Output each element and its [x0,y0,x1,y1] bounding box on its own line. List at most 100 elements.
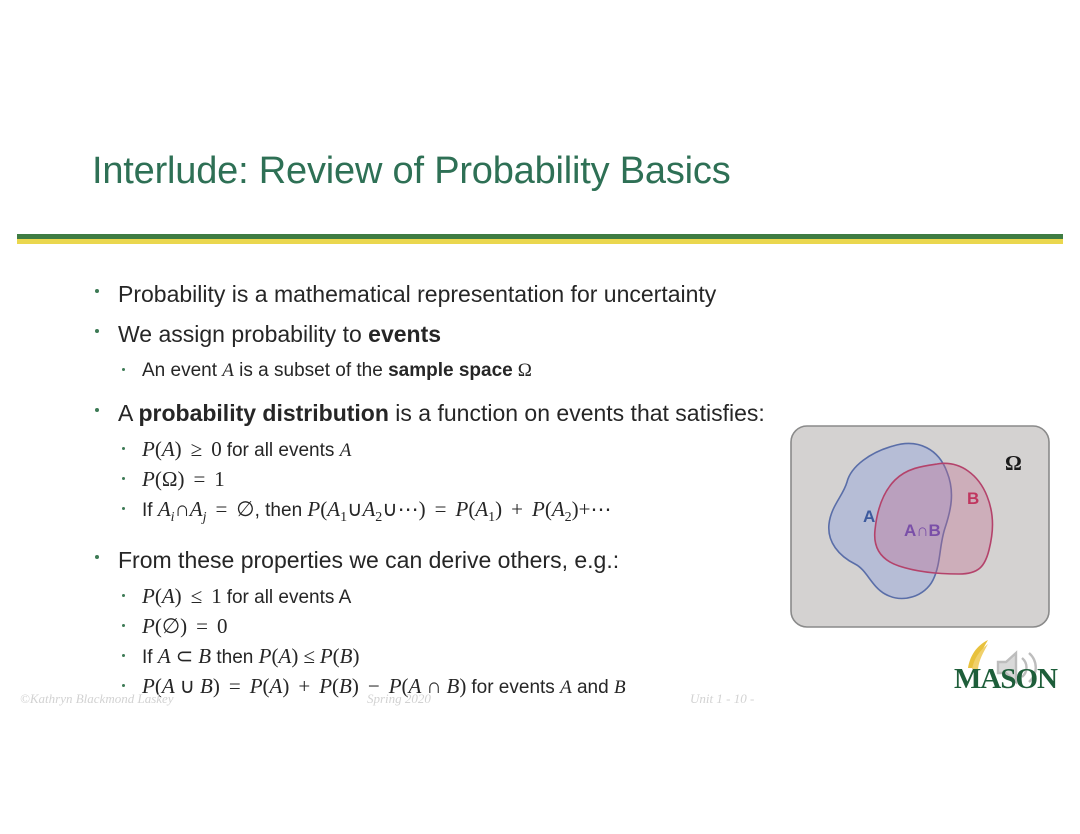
math-relation-eq-2: = [434,497,447,521]
math-paren-close: ) [174,583,182,608]
footer-unit: Unit 1 - 10 - [690,691,755,706]
math-cup: ∪ [179,673,196,698]
math-P-2: P [455,497,469,521]
bullet-3-emphasis: probability distribution [138,400,389,426]
derived-1-tail: for all events A [226,586,352,608]
math-paren-close: ) [174,437,182,461]
venn-label-b: B [967,489,979,508]
bullet-1-text: Probability is a mathematical representa… [118,281,717,307]
math-P: P [142,673,155,698]
mason-logo: MASON [950,638,1060,696]
math-number: 0 [211,437,222,461]
math-P: P [258,643,272,668]
math-var-B-2: B [339,673,352,698]
bullet-marker [122,368,125,371]
derived-4-and: and [571,676,614,698]
sub-emphasis: sample space [388,360,513,381]
bullet-item-2: We assign probability to events [0,316,1080,352]
math-paren-open: ( [154,673,162,698]
derived-4-formula: P(A ∪ B) = P(A) + P(B) − P(A ∩ B) for events A and … [120,672,626,702]
math-cup-2: ∪ [382,497,398,521]
footer-copyright: ©Kathryn Blackmond Laskey [20,691,174,706]
derived-3-formula: If A ⊂ B then P(A) ≤ P(B) [120,642,360,672]
math-relation-eq: = [215,497,228,521]
math-paren-open: ( [154,467,162,491]
math-var-A: A [157,643,171,668]
math-relation-eq: = [196,613,208,638]
axiom-item-3: If Ai∩Aj = ∅, then P(A1∪A2∪⋯) = P(A1) + P(A2)+… [0,495,1080,532]
bullet-item-2-sub: An event A is a subset of the sample spa… [0,356,1080,385]
math-subscript-j: j [202,509,207,525]
speaker-icon [996,650,1037,685]
bullet-marker [122,507,125,510]
math-var-Ai: A [157,497,171,521]
bullet-2-prefix: We assign probability to [118,321,369,347]
bullet-item-3: A probability distribution is a function… [0,395,1080,431]
math-paren-open-3: ( [544,497,552,521]
bullet-item-4: From these properties we can derive othe… [0,542,1080,578]
math-paren-open-2: ( [262,673,270,698]
venn-diagram: A B A∩B Ω [789,424,1051,629]
mason-wordmark: MASON [954,663,1058,695]
math-cap: ∩ [426,673,442,698]
math-relation-eq: = [228,673,241,698]
math-var-A2: A [362,497,376,521]
footer-term: Spring 2020 [367,691,431,706]
title-divider [17,234,1063,244]
bullet-marker [122,623,125,627]
math-P-2: P [249,673,263,698]
bullet-marker [95,289,99,293]
math-paren-close-2: ) [282,673,290,698]
bullet-marker [95,554,99,559]
bullet-marker [122,683,125,687]
mason-flame-icon [968,640,988,668]
axiom-item-1: P(A) ≥0 for all events A [0,435,1080,465]
math-paren-close-2: ) [495,497,503,521]
derived-3-if: If [142,646,158,668]
math-var-A: A [161,583,175,608]
math-var-A-2: A [278,643,292,668]
math-paren-open-2: ( [332,643,340,668]
bullet-2-emphasis: events [368,321,442,347]
derived-1-formula: P(A) ≤1 for all events A [120,582,351,612]
math-paren-open-2: ( [468,497,476,521]
math-var-A-tail: A [560,676,572,698]
math-number: 1 [211,583,222,608]
derived-item-4: P(A ∪ B) = P(A) + P(B) − P(A ∩ B) for events A and … [0,672,1080,702]
math-paren-close: ) [291,643,299,668]
axiom-3-then: , then [254,500,308,521]
axiom-2-formula: P(Ω) = 1 [120,465,225,495]
math-P-2: P [319,643,333,668]
math-ellipsis-2: ⋯ [590,497,612,521]
slide-body: Probability is a mathematical representa… [0,276,1080,702]
math-paren-close: ) [177,467,185,491]
math-relation-eq: = [193,467,206,491]
math-number: 0 [216,613,228,638]
derived-item-3: If A ⊂ B then P(A) ≤ P(B) [0,642,1080,672]
venn-label-intersection: A∩B [904,521,941,540]
math-subscript-2b: 2 [564,509,572,525]
math-paren-close: ) [180,613,188,638]
bullet-marker [122,447,125,450]
math-P: P [142,583,155,608]
axiom-1-tail: for all events [226,440,340,461]
math-paren-open: ( [154,583,162,608]
math-var-A: A [222,360,234,381]
mason-logo-svg: MASON [954,640,1059,695]
derived-item-2: P(∅) = 0 [0,612,1080,642]
venn-diagram-svg: A B A∩B Ω [790,425,1050,628]
math-P-3: P [532,497,545,521]
math-paren-open: ( [154,437,162,461]
derived-3-then: then [211,646,259,668]
math-var-B-3: B [446,673,460,698]
divider-green-bar [17,234,1063,239]
math-var-B-tail: B [613,676,626,698]
math-var-B: B [200,673,213,698]
math-relation-leq: ≤ [303,643,315,668]
bullet-4-text: From these properties we can derive othe… [118,546,620,573]
math-P: P [142,437,155,461]
bullet-item-1: Probability is a mathematical representa… [0,276,1080,312]
math-var-A-3: A [408,673,422,698]
math-subscript-1: 1 [340,509,348,525]
